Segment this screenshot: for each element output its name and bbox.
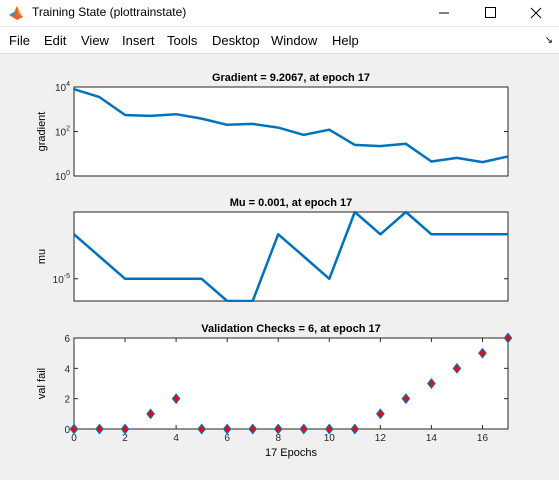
x-tick-label: 12 bbox=[375, 433, 387, 444]
plot-title: Mu = 0.001, at epoch 17 bbox=[230, 197, 353, 209]
data-point bbox=[69, 423, 79, 435]
dock-arrow-icon[interactable]: ↘ bbox=[544, 35, 553, 46]
y-tick-label: 4 bbox=[64, 364, 70, 375]
y-tick-label: 100 bbox=[55, 170, 70, 183]
x-axis-label: 17 Epochs bbox=[265, 447, 317, 459]
data-point bbox=[248, 423, 258, 435]
y-tick-label: 2 bbox=[64, 395, 70, 406]
x-tick-label: 8 bbox=[275, 433, 281, 444]
series-line bbox=[74, 211, 508, 302]
data-point bbox=[95, 423, 104, 435]
x-tick-label: 0 bbox=[71, 433, 77, 444]
y-axis-label: val fail bbox=[36, 368, 48, 399]
data-point bbox=[503, 332, 513, 344]
data-point bbox=[427, 378, 436, 389]
maximize-button[interactable] bbox=[467, 0, 513, 26]
matlab-icon bbox=[9, 6, 23, 20]
data-point bbox=[452, 362, 462, 374]
menu-file[interactable]: File bbox=[9, 33, 30, 48]
subplot-3: Validation Checks = 6, at epoch 17 val fa… bbox=[36, 323, 513, 459]
data-point bbox=[197, 423, 207, 435]
y-tick-label: 10-5 bbox=[53, 273, 70, 286]
window-title: Training State (plottrainstate) bbox=[32, 5, 187, 19]
menu-window[interactable]: Window bbox=[271, 33, 318, 48]
menu-help[interactable]: Help bbox=[332, 33, 359, 48]
x-tick-label: 2 bbox=[122, 433, 128, 444]
minimize-icon bbox=[439, 12, 449, 14]
menu-desktop[interactable]: Desktop bbox=[212, 33, 260, 48]
figure-area: Gradient = 9.2067, at epoch 17 gradient 10… bbox=[0, 54, 559, 475]
x-tick-label: 10 bbox=[324, 433, 336, 444]
menu-edit[interactable]: Edit bbox=[44, 33, 67, 48]
data-point bbox=[273, 423, 283, 435]
data-point bbox=[171, 393, 181, 405]
training-state-plots: Gradient = 9.2067, at epoch 17 gradient 10… bbox=[36, 72, 513, 459]
minimize-button[interactable] bbox=[421, 0, 467, 26]
y-axis-label: mu bbox=[36, 249, 48, 264]
y-tick-label: 0 bbox=[64, 425, 70, 436]
menu-insert[interactable]: Insert bbox=[122, 33, 155, 48]
plot-title: Gradient = 9.2067, at epoch 17 bbox=[212, 72, 370, 84]
x-tick-label: 4 bbox=[173, 433, 179, 444]
x-tick-label: 6 bbox=[224, 433, 230, 444]
y-tick-label: 6 bbox=[64, 334, 70, 345]
menu-tools[interactable]: Tools bbox=[167, 33, 198, 48]
close-icon bbox=[530, 7, 542, 19]
close-button[interactable] bbox=[513, 0, 559, 26]
title-bar: Training State (plottrainstate) bbox=[0, 0, 559, 27]
x-tick-label: 14 bbox=[426, 433, 438, 444]
y-tick-label: 104 bbox=[55, 81, 70, 94]
subplot-1: Gradient = 9.2067, at epoch 17 gradient 10… bbox=[36, 72, 509, 183]
data-point bbox=[478, 347, 487, 359]
data-point bbox=[401, 393, 411, 405]
data-point bbox=[222, 423, 232, 435]
subplot-2: Mu = 0.001, at epoch 17 mu 10-5 bbox=[36, 197, 509, 302]
data-point bbox=[299, 423, 309, 435]
data-point bbox=[375, 408, 385, 420]
menu-bar: File Edit View Insert Tools Desktop Wind… bbox=[0, 27, 559, 54]
x-tick-label: 16 bbox=[477, 433, 489, 444]
data-point bbox=[146, 408, 155, 420]
axes-box bbox=[73, 211, 509, 302]
y-tick-label: 102 bbox=[55, 126, 70, 139]
data-point bbox=[350, 423, 360, 435]
menu-view[interactable]: View bbox=[81, 33, 109, 48]
y-axis-label: gradient bbox=[36, 112, 48, 152]
data-point bbox=[120, 423, 130, 435]
data-point bbox=[324, 423, 334, 435]
series-line bbox=[74, 88, 508, 164]
maximize-icon bbox=[485, 7, 496, 18]
axes-box bbox=[73, 337, 509, 430]
plot-title: Validation Checks = 6, at epoch 17 bbox=[201, 323, 380, 335]
